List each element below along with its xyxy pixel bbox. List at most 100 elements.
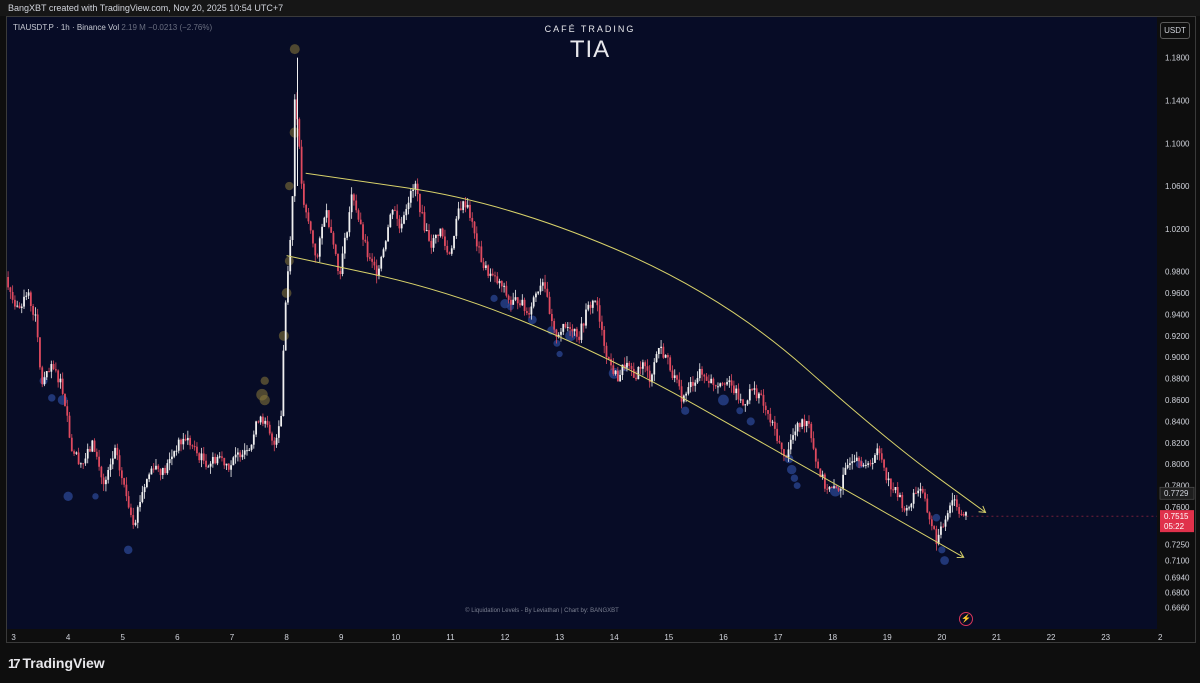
candle-body <box>309 221 312 231</box>
candle-body <box>671 370 674 378</box>
y-tick-label: 1.0200 <box>1165 225 1190 234</box>
candle-body <box>250 444 253 450</box>
candle-body <box>764 405 767 411</box>
liquidation-level-gold <box>278 330 289 341</box>
candle-body <box>728 380 731 383</box>
candle-body <box>41 367 44 385</box>
watermark-text: © Liquidation Levels - By Leviathan | Ch… <box>465 608 619 614</box>
candle-body <box>473 221 476 234</box>
current-price-tag <box>1160 510 1194 533</box>
candle-body <box>589 304 592 308</box>
candle-body <box>719 383 722 387</box>
candle-body <box>808 421 810 424</box>
candle-body <box>193 446 196 448</box>
candle-body <box>375 265 378 276</box>
candle-body <box>560 331 562 335</box>
candle-body <box>894 487 897 491</box>
candle-body <box>196 446 198 454</box>
candle-body <box>389 214 392 228</box>
candle-body <box>723 383 726 385</box>
candle-body <box>341 253 344 275</box>
candle-body <box>134 522 137 525</box>
candle-body <box>43 377 46 385</box>
candle-body <box>662 346 665 358</box>
candle-body <box>669 357 672 371</box>
candle-body <box>29 292 32 306</box>
candle-body <box>293 99 296 197</box>
candle-body <box>107 469 110 480</box>
candle-body <box>498 280 501 284</box>
candle-body <box>480 246 483 263</box>
candle-body <box>287 271 289 303</box>
candle-body <box>776 428 779 442</box>
candle-body <box>755 388 758 399</box>
candle-body <box>362 224 364 240</box>
candle-body <box>730 380 733 386</box>
x-tick-label: 23 <box>1101 633 1110 642</box>
candle-body <box>32 305 35 315</box>
candle-body <box>79 463 82 465</box>
candle-body <box>337 253 339 272</box>
currency-button[interactable]: USDT <box>1160 22 1190 39</box>
candle-body <box>769 413 772 423</box>
candle-body <box>466 204 469 208</box>
candle-body <box>712 378 715 385</box>
y-tick-label: 0.8200 <box>1165 439 1190 448</box>
candle-body <box>387 227 389 242</box>
candle-body <box>635 377 637 380</box>
liquidation-level-gold <box>259 394 270 406</box>
candle-body <box>514 297 517 300</box>
symbol-ticker[interactable]: TIAUSDT.P · 1h · Binance <box>13 23 106 32</box>
candle-body <box>512 299 515 305</box>
candle-body <box>264 420 267 424</box>
candle-body <box>68 415 71 438</box>
candle-body <box>307 212 310 222</box>
candle-body <box>867 463 870 465</box>
candle-body <box>874 455 876 463</box>
price-change: −0.0213 (−2.76%) <box>148 23 213 32</box>
candle-body <box>778 441 781 443</box>
candle-body <box>858 457 860 462</box>
y-tick-label: 0.6800 <box>1165 589 1190 598</box>
candle-body <box>892 489 895 491</box>
candle-body <box>692 381 694 386</box>
liquidation-level-gold <box>285 181 294 191</box>
candle-body <box>105 479 107 485</box>
candle-body <box>889 478 892 490</box>
chart-frame[interactable]: 1.1800 1.1400 1.1000 1.0600 1.0200 0.9800 0.96… <box>6 16 1196 643</box>
candle-body <box>61 378 64 394</box>
candle-body <box>316 255 319 257</box>
candle-body <box>423 212 426 231</box>
candle-body <box>111 458 114 465</box>
candle-body <box>801 419 804 427</box>
candle-body <box>77 452 80 465</box>
tradingview-logo[interactable]: 17 TradingView <box>8 655 105 671</box>
candle-body <box>532 297 535 307</box>
candle-body <box>139 501 141 508</box>
prev-price-tag <box>1159 486 1195 500</box>
candle-body <box>444 236 446 246</box>
candle-body <box>494 275 496 277</box>
candle-body <box>175 450 178 452</box>
candle-body <box>280 416 283 427</box>
candle-body <box>591 300 594 308</box>
candle-body <box>962 514 965 516</box>
x-tick-label: 7 <box>230 633 235 642</box>
candle-body <box>100 466 103 478</box>
lightning-icon[interactable]: ⚡ <box>959 612 973 626</box>
liquidation-level-blue <box>681 406 690 415</box>
candle-body <box>70 437 73 452</box>
candle-body <box>794 431 797 436</box>
candle-body <box>350 194 353 213</box>
candle-body <box>312 230 314 244</box>
price-chart[interactable]: 1.1800 1.1400 1.1000 1.0600 1.0200 0.9800 0.96… <box>7 17 1196 643</box>
candle-body <box>798 423 801 427</box>
liquidation-level-blue <box>48 394 56 402</box>
candle-body <box>368 257 371 259</box>
x-tick-label: 5 <box>121 633 126 642</box>
candle-body <box>796 423 799 432</box>
candle-body <box>562 323 565 332</box>
candle-body <box>252 434 255 445</box>
candle-body <box>457 208 460 219</box>
candle-body <box>673 375 676 378</box>
